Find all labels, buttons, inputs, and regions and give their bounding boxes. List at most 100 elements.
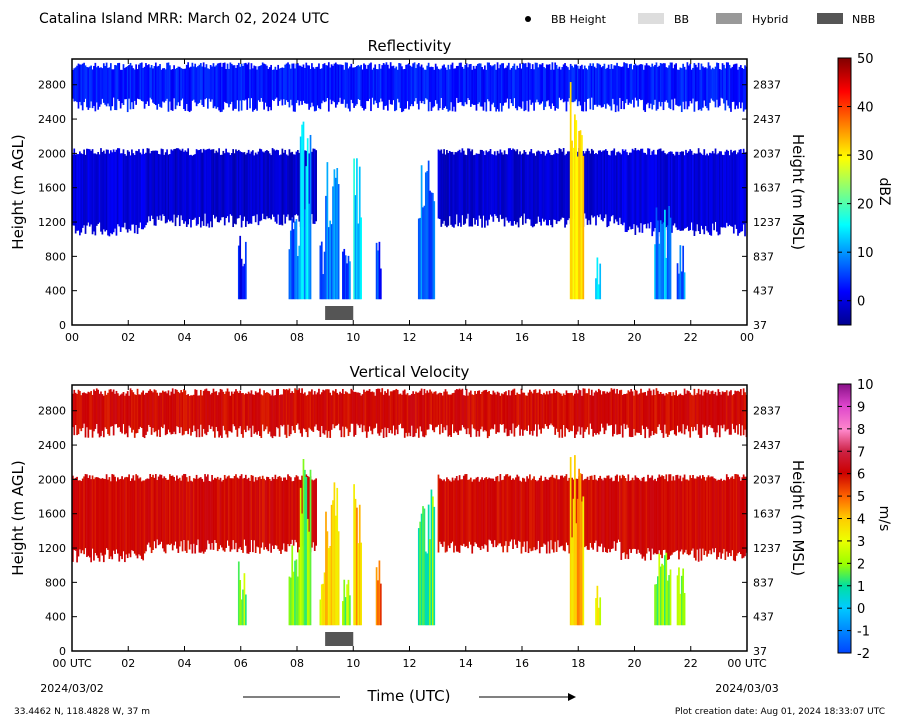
echo-band-column <box>479 479 482 551</box>
echo-band-column <box>299 65 302 102</box>
echo-band-column <box>334 62 337 108</box>
echo-band-column <box>260 149 263 221</box>
echo-band-column <box>145 63 147 104</box>
echo-band-column <box>500 63 503 112</box>
rain-shaft-column <box>572 147 575 300</box>
echo-band-column <box>671 395 673 431</box>
echo-band-column <box>683 388 686 435</box>
echo-band-column <box>288 476 291 547</box>
rain-shaft-column <box>294 221 296 300</box>
echo-band-column <box>742 388 745 436</box>
echo-band-column <box>627 390 630 428</box>
echo-band-column <box>672 153 675 226</box>
echo-band-column <box>557 479 559 541</box>
echo-band-column <box>287 155 289 215</box>
echo-band-column <box>235 149 237 225</box>
rain-shaft-column <box>325 195 327 300</box>
echo-band-column <box>562 477 565 551</box>
echo-band-column <box>446 477 448 552</box>
echo-band-column <box>607 392 610 426</box>
rain-shaft <box>288 218 301 300</box>
rain-shaft <box>299 121 312 300</box>
echo-band-column <box>81 154 84 228</box>
echo-band-column <box>683 155 686 229</box>
echo-band-column <box>351 390 354 424</box>
echo-band-column <box>581 64 583 112</box>
echo-band-column <box>350 63 353 100</box>
echo-band-column <box>478 63 481 103</box>
echo-band-column <box>86 474 88 558</box>
echo-band-column <box>547 150 550 226</box>
echo-band-column <box>510 479 513 540</box>
echo-band-column <box>550 69 552 109</box>
echo-band-column <box>520 68 523 109</box>
echo-band-column <box>167 479 170 545</box>
echo-band-column <box>142 148 145 230</box>
echo-band-column <box>500 393 503 425</box>
echo-band-column <box>558 148 561 222</box>
echo-band-column <box>287 62 289 103</box>
echo-band-column <box>132 68 135 110</box>
y-tick-label-right: 837 <box>753 576 774 589</box>
colorbar-tick-label: -1 <box>857 625 870 640</box>
echo-band-column <box>624 63 627 104</box>
echo-band-column <box>541 394 544 429</box>
rain-shaft-column <box>354 498 357 626</box>
echo-band-column <box>544 155 547 220</box>
echo-band-column <box>247 149 250 225</box>
echo-band-column <box>180 150 182 216</box>
echo-band-column <box>510 149 513 226</box>
echo-band-column <box>432 67 434 108</box>
echo-band-column <box>367 65 370 102</box>
echo-band-column <box>522 153 524 225</box>
echo-band-column <box>225 69 227 103</box>
echo-band-column <box>481 391 483 427</box>
echo-band-column <box>505 391 507 429</box>
echo-band-column <box>585 478 587 546</box>
echo-band-column <box>178 393 181 434</box>
echo-band-column <box>630 389 632 438</box>
echo-band-column <box>236 65 239 101</box>
echo-band-column <box>259 65 261 102</box>
echo-band-column <box>597 388 600 435</box>
echo-band-column <box>689 392 692 438</box>
echo-band-column <box>244 393 247 433</box>
echo-band-column <box>655 154 658 231</box>
echo-band-column <box>125 67 128 100</box>
echo-band-column <box>233 476 236 550</box>
echo-band-column <box>486 152 489 226</box>
echo-band-column <box>171 388 174 434</box>
rain-shaft-column <box>242 589 244 626</box>
echo-band <box>72 62 748 113</box>
echo-band-column <box>554 150 557 221</box>
echo-band-column <box>655 481 658 555</box>
echo-band-column <box>540 154 542 226</box>
echo-band-column <box>111 474 114 560</box>
echo-band-column <box>700 478 703 561</box>
echo-band-column <box>166 479 168 545</box>
echo-band-column <box>90 150 92 225</box>
echo-band-column <box>268 478 271 544</box>
echo-band-column <box>208 391 211 426</box>
echo-band-column <box>87 67 90 110</box>
echo-band-column <box>575 390 578 435</box>
echo-band-column <box>595 153 597 226</box>
rain-shaft-column <box>354 195 357 300</box>
echo-band-column <box>132 475 135 552</box>
echo-band-column <box>704 389 707 426</box>
echo-band-column <box>205 149 208 227</box>
echo-band-column <box>493 64 496 108</box>
echo-band-column <box>412 391 415 438</box>
echo-band-column <box>187 394 190 435</box>
echo-band-column <box>360 64 362 107</box>
echo-band-column <box>441 395 444 433</box>
echo-band-column <box>164 152 167 224</box>
echo-band-column <box>585 393 587 430</box>
echo-band-column <box>536 62 538 100</box>
echo-band-column <box>668 391 670 435</box>
y-tick-label-right: 437 <box>753 611 774 624</box>
echo-band-column <box>207 149 209 224</box>
echo-band-column <box>723 155 725 228</box>
rain-shaft-column <box>301 124 303 300</box>
echo-band-column <box>737 152 739 236</box>
